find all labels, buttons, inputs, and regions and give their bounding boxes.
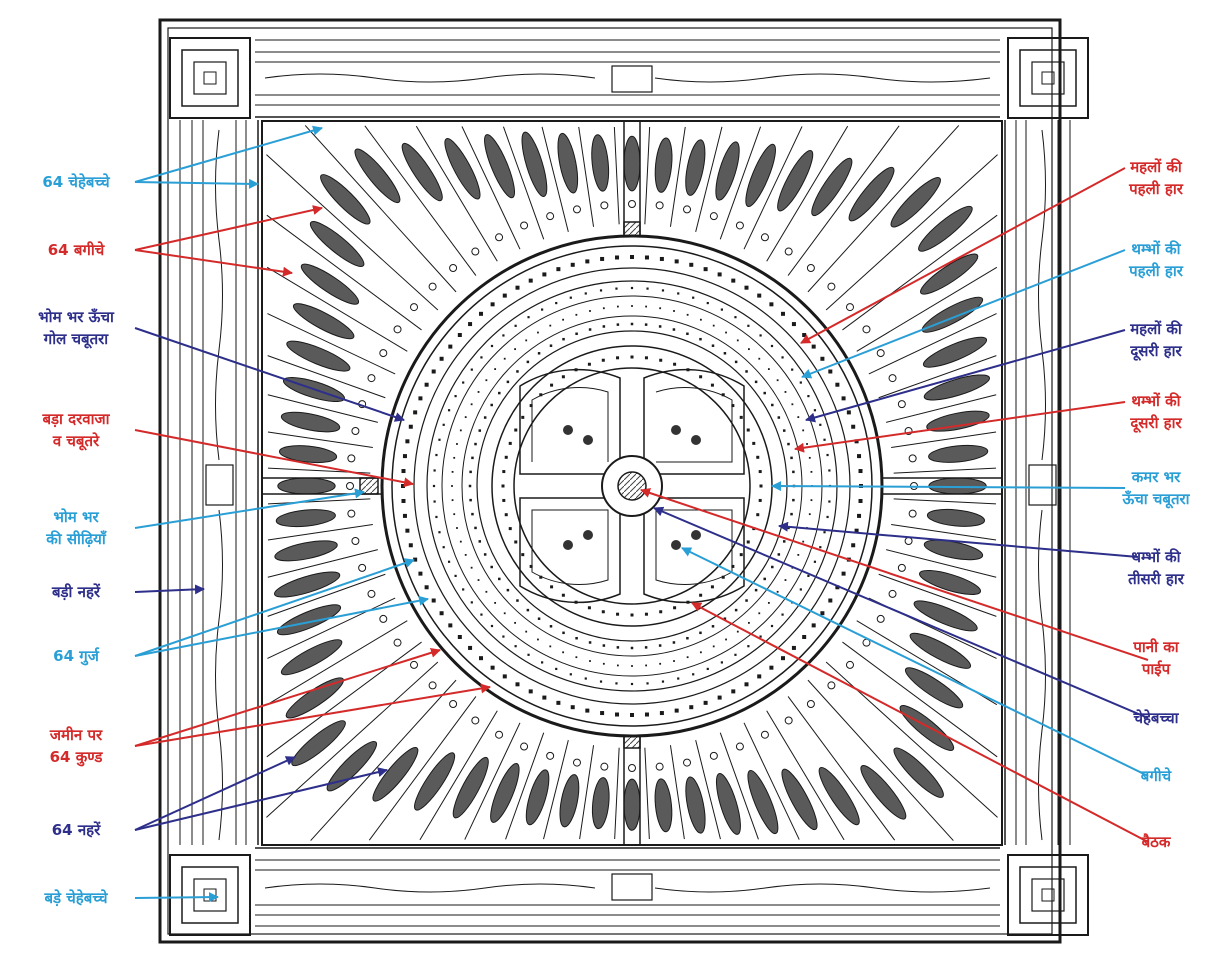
label-bhom-sidhiyan: भोम भर की सीढ़ियाँ (20, 506, 132, 550)
label-mahal-pehli-haar: महलों की पहली हार (1100, 156, 1212, 200)
label-pani-pipe: पानी का पाईप (1100, 636, 1212, 680)
label-kamar-chabutra: कमर भर ऊँचा चबूतरा (1100, 466, 1212, 510)
label-thambh-pehli-haar: थम्भों की पहली हार (1100, 238, 1212, 282)
label-bade-chehebachhe: बड़े चेहेबच्चे (20, 887, 132, 909)
label-64-kund: जमीन पर 64 कुण्ड (20, 724, 132, 768)
label-bhom-chabutra: भोम भर ऊँचा गोल चबूतरा (20, 306, 132, 350)
label-chehebachha: चेहेबच्चा (1100, 707, 1212, 729)
label-badi-nahre: बड़ी नहरें (20, 581, 132, 603)
label-bada-darwaja: बड़ा दरवाजा व चबूतरे (20, 408, 132, 452)
label-64-gurj: 64 गुर्ज (20, 645, 132, 667)
label-64-nahre: 64 नहरें (20, 819, 132, 841)
label-64-chehebachhe: 64 चेहेबच्चे (20, 171, 132, 193)
label-thambh-dusri-haar: थम्भों की दूसरी हार (1100, 390, 1212, 434)
label-bagiche: बगीचे (1100, 765, 1212, 787)
label-64-bagiche: 64 बगीचे (20, 239, 132, 261)
label-mahal-dusri-haar: महलों की दूसरी हार (1100, 318, 1212, 362)
label-thambh-tisri-haar: थम्भों की तीसरी हार (1100, 546, 1212, 590)
label-baithak: बैठक (1100, 831, 1212, 853)
